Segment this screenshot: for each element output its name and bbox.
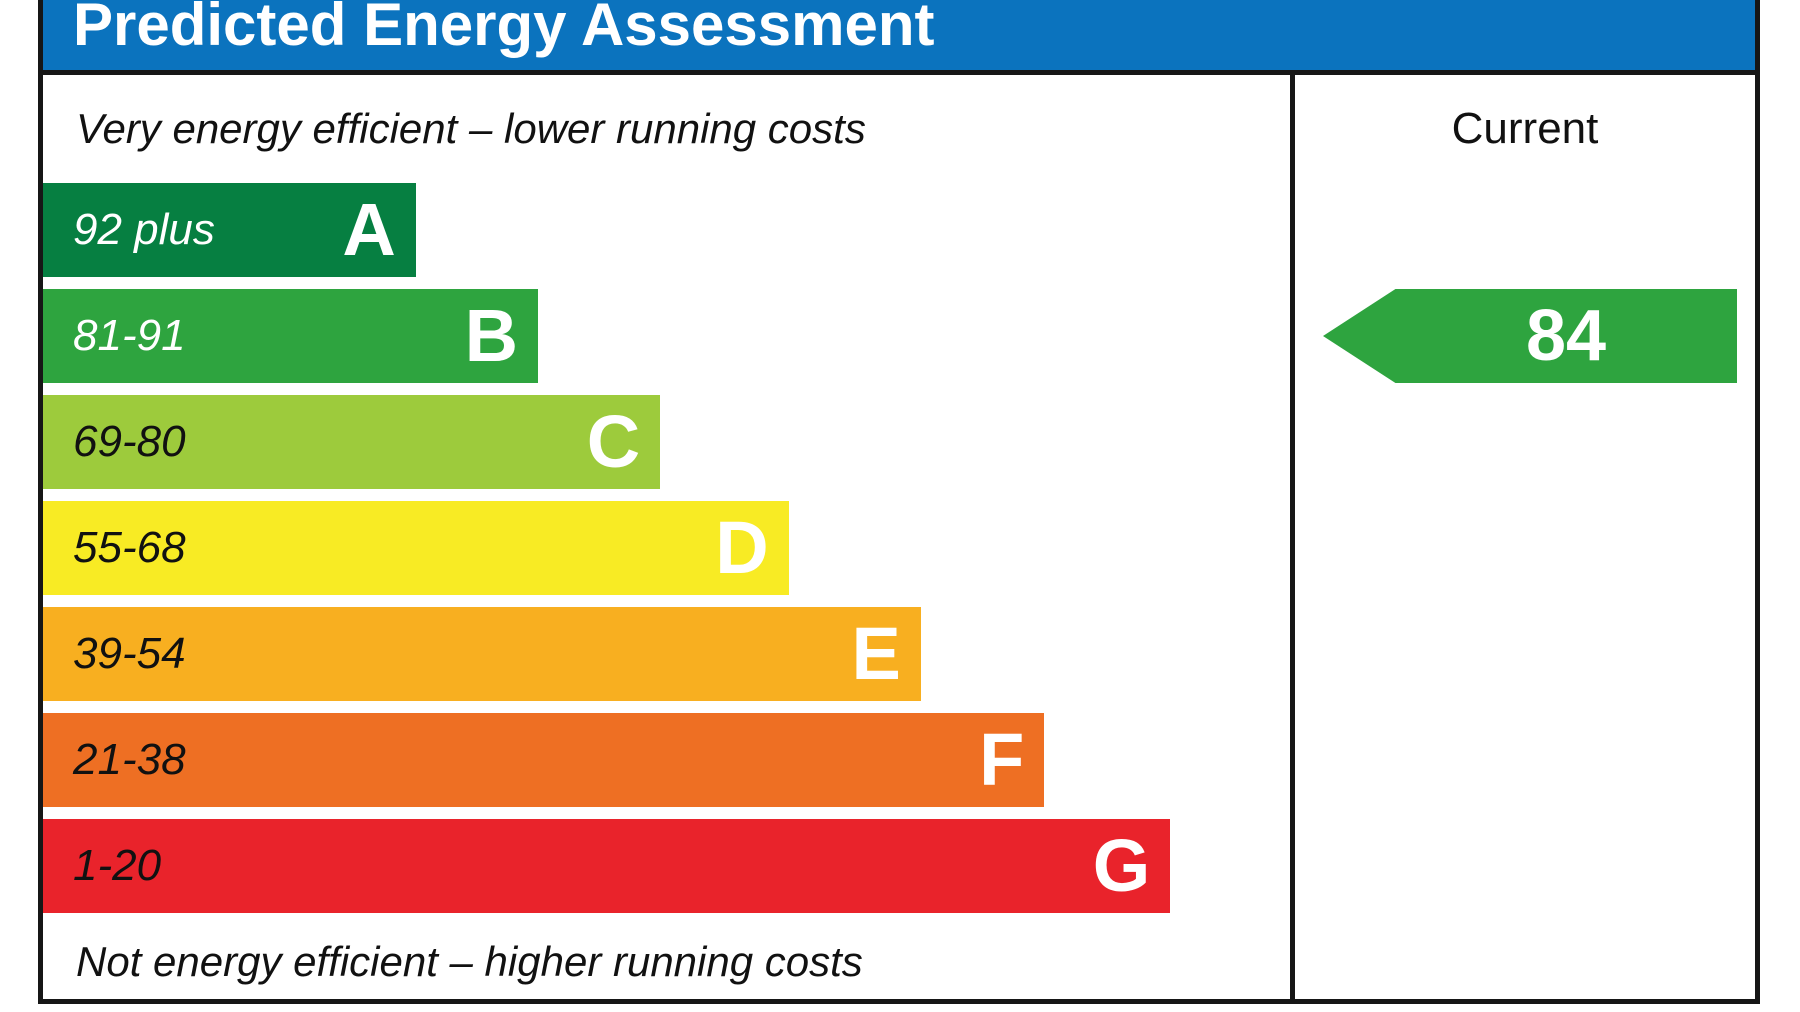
band-bar-b: 81-91 B <box>43 289 539 383</box>
current-column-header: Current <box>1451 104 1599 153</box>
band-bar-g: 1-20 G <box>43 819 1171 913</box>
band-range-label: 1-20 <box>73 841 162 890</box>
band-grade-letter: E <box>851 612 901 695</box>
band-row-a: 92 plus A <box>43 183 1290 289</box>
bottom-caption: Not energy efficient – higher running co… <box>76 938 863 985</box>
band-row-c: 69-80 C <box>43 395 1290 501</box>
rating-scale-panel: Very energy efficient – lower running co… <box>43 75 1290 999</box>
band-row-e: 39-54 E <box>43 607 1290 713</box>
epc-chart: Predicted Energy Assessment Very energy … <box>38 0 1760 1004</box>
band-bar-f: 21-38 F <box>43 713 1045 807</box>
band-bar-a: 92 plus A <box>43 183 416 277</box>
band-grade-letter: A <box>342 188 396 271</box>
current-arrow: 84 <box>1323 289 1737 383</box>
band-range-label: 21-38 <box>73 735 186 784</box>
band-bar-e: 39-54 E <box>43 607 921 701</box>
band-grade-letter: F <box>979 718 1025 801</box>
band-bar-d: 55-68 D <box>43 501 789 595</box>
band-grade-letter: C <box>586 400 641 483</box>
band-range-label: 69-80 <box>73 417 186 466</box>
band-range-label: 92 plus <box>73 205 215 254</box>
band-grade-letter: D <box>715 506 769 589</box>
band-row-d: 55-68 D <box>43 501 1290 607</box>
current-rating-panel: Current 84 <box>1290 75 1755 999</box>
band-range-label: 55-68 <box>73 523 186 572</box>
chart-body: Very energy efficient – lower running co… <box>43 75 1755 999</box>
band-range-label: 81-91 <box>73 311 186 360</box>
band-row-g: 1-20 G <box>43 819 1290 925</box>
band-row-b: 81-91 B <box>43 289 1290 395</box>
bands: 92 plus A 81-91 B 69-80 C 55-68 D 39-54 E 21-38 F 1-… <box>43 183 1290 925</box>
band-row-f: 21-38 F <box>43 713 1290 819</box>
current-value: 84 <box>1525 296 1607 376</box>
chart-header: Predicted Energy Assessment <box>43 0 1755 75</box>
band-grade-letter: B <box>464 294 519 377</box>
band-bar-c: 69-80 C <box>43 395 661 489</box>
band-grade-letter: G <box>1092 824 1151 907</box>
band-range-label: 39-54 <box>73 629 186 678</box>
chart-title: Predicted Energy Assessment <box>73 0 935 58</box>
top-caption: Very energy efficient – lower running co… <box>76 105 866 152</box>
